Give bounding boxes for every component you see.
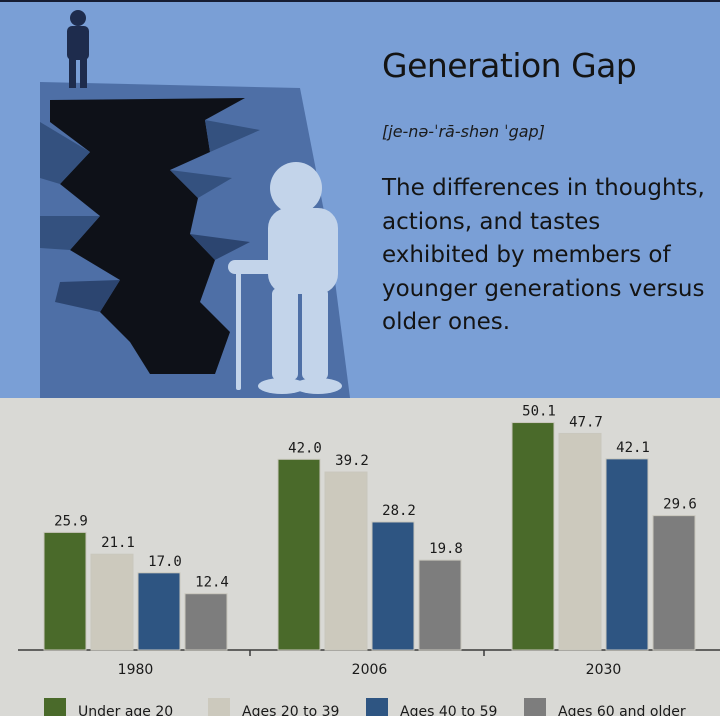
bar-2006-series-1 xyxy=(277,458,321,651)
legend-label: Ages 60 and older xyxy=(558,704,686,716)
bar-2030-series-4 xyxy=(652,515,696,651)
bar-2006-series-2 xyxy=(324,471,368,651)
category-label: 2006 xyxy=(352,662,388,678)
bar-2030-series-2 xyxy=(558,432,602,651)
legend-label: Under age 20 xyxy=(78,704,173,716)
bar-1980-series-4 xyxy=(184,593,228,651)
ledge-shape xyxy=(190,234,250,260)
data-label: 28.2 xyxy=(382,503,416,519)
data-label: 47.7 xyxy=(569,414,603,430)
header-panel: Generation Gap [je-nə-ˈrā-shən ˈgap] The… xyxy=(0,0,720,398)
data-label: 42.1 xyxy=(616,440,650,456)
bar-1980-series-3 xyxy=(137,572,181,651)
bar-chart: 25.9 21.1 17.0 12.4 1980 42.0 39.2 28.2 19.8 2006… xyxy=(18,404,720,716)
data-label: 29.6 xyxy=(663,497,697,513)
ledge-shape xyxy=(55,280,120,312)
bar-2006-series-3 xyxy=(371,521,415,651)
chasm-shape xyxy=(50,98,245,374)
data-label: 17.0 xyxy=(148,554,182,570)
legend-swatch xyxy=(366,698,388,716)
legend-swatch xyxy=(44,698,66,716)
data-label: 50.1 xyxy=(522,404,556,420)
data-label: 21.1 xyxy=(101,535,135,551)
elderly-person-figure xyxy=(228,162,342,394)
ledge-shape xyxy=(205,120,260,152)
definition-text: The differences in thoughts, actions, an… xyxy=(382,175,705,335)
ledge-shape xyxy=(40,216,100,250)
page-title: Generation Gap xyxy=(382,46,637,85)
data-label: 42.0 xyxy=(288,440,322,456)
legend-label: Ages 40 to 59 xyxy=(400,704,497,716)
bar-1980-series-2 xyxy=(90,553,134,651)
category-label: 2030 xyxy=(586,662,622,678)
data-label: 12.4 xyxy=(195,575,229,591)
ledge-shape xyxy=(40,122,90,184)
data-label: 25.9 xyxy=(54,513,88,529)
data-label: 19.8 xyxy=(429,541,463,557)
bar-2006-series-4 xyxy=(418,559,462,651)
legend-label: Ages 20 to 39 xyxy=(242,704,339,716)
young-person-figure xyxy=(67,10,89,88)
ledge-shape xyxy=(170,170,232,198)
bar-2030-series-3 xyxy=(605,458,649,651)
bar-2030-series-1 xyxy=(511,422,555,651)
legend-swatch xyxy=(208,698,230,716)
category-label: 1980 xyxy=(118,662,154,678)
data-label: 39.2 xyxy=(335,453,369,469)
bar-1980-series-1 xyxy=(43,531,87,651)
legend-swatch xyxy=(524,698,546,716)
crevasse-illustration xyxy=(40,10,350,398)
pronunciation-text: [je-nə-ˈrā-shən ˈgap] xyxy=(382,122,545,141)
